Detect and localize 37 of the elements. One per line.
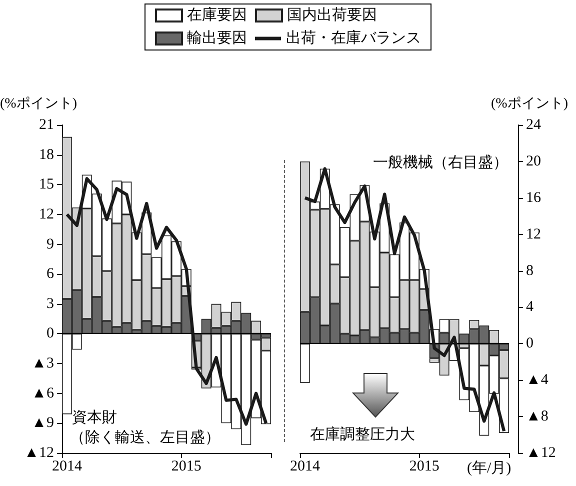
legend-label: 輸出要因 (187, 30, 247, 46)
y2-tick-label: ▲4 (526, 372, 549, 388)
x-axis-title: (年/月) (467, 460, 512, 476)
y2-tick-label: 24 (526, 117, 542, 133)
y-tick-label: ▲12 (24, 445, 54, 461)
y-tick-label: ▲3 (32, 356, 54, 372)
y2-tick-label: ▲8 (526, 408, 548, 425)
legend-label: 国内出荷要因 (287, 6, 377, 24)
y2-tick-label: 12 (526, 226, 541, 242)
y-tick-label: 21 (39, 117, 54, 133)
y2-tick-label: 8 (526, 262, 534, 279)
x-tick-label: 2014 (290, 458, 320, 474)
y-tick-label: 15 (39, 176, 54, 193)
y2-tick-label: ▲12 (526, 445, 556, 461)
y-tick-label: 12 (39, 206, 54, 222)
y-tick-label: ▲9 (32, 415, 54, 432)
y2-tick-label: 20 (526, 153, 541, 170)
y-tick-label: ▲6 (32, 385, 54, 402)
y-tick-label: 0 (46, 326, 54, 342)
y-axis-title: (%ポイント) (0, 96, 78, 112)
y-tick-label: 18 (39, 146, 54, 163)
y2-tick-label: 0 (526, 336, 534, 352)
x-tick-label: 2015 (409, 458, 440, 474)
y-tick-label: 3 (46, 296, 54, 312)
y-tick-label: 9 (46, 236, 54, 252)
x-tick-label: 2014 (52, 458, 82, 474)
y2-tick-label: 16 (526, 190, 542, 206)
annotation: 一般機械（右目盛） (373, 154, 508, 171)
x-tick-label: 2015 (171, 458, 202, 474)
legend-label: 出荷・在庫バランス (286, 30, 421, 46)
annotation: （除く輸送、左目盛） (70, 429, 220, 446)
y2-axis-title: (%ポイント) (491, 96, 568, 112)
annotation: 在庫調整圧力大 (310, 426, 415, 443)
legend-label: 在庫要因 (187, 6, 247, 24)
y2-tick-label: 4 (526, 299, 534, 316)
y-tick-label: 6 (46, 266, 54, 282)
annotation: 資本財 (72, 409, 117, 426)
